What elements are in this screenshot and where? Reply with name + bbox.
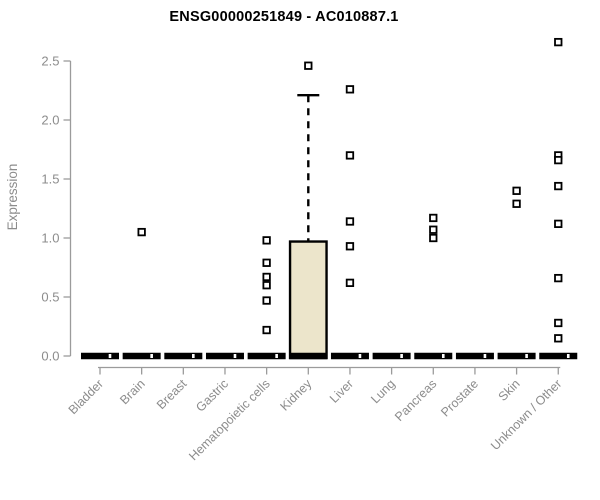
outlier-marker <box>262 281 271 290</box>
outlier-marker <box>345 242 355 251</box>
y-tick-label: 2.0 <box>41 113 59 128</box>
outlier-marker <box>554 155 563 165</box>
zero-outlier-notch <box>566 354 570 358</box>
outlier-marker <box>345 217 355 226</box>
median-bar <box>497 352 536 360</box>
outlier-marker <box>345 278 355 287</box>
zero-outlier-notch <box>108 354 112 358</box>
median-bar <box>205 352 244 360</box>
median-bar <box>247 352 286 360</box>
outlier-marker <box>429 233 438 243</box>
median-bar <box>289 352 328 360</box>
zero-outlier-notch <box>400 354 403 358</box>
outlier-marker <box>554 181 563 191</box>
outlier-marker <box>262 272 271 282</box>
x-category-label: Unknown / Other <box>488 377 564 453</box>
x-category-label: Breast <box>154 376 190 412</box>
outlier-marker <box>262 258 271 267</box>
median-bar <box>122 352 161 360</box>
x-category-label: Kidney <box>277 376 314 413</box>
zero-outlier-notch <box>441 354 445 358</box>
y-tick-label: 2.5 <box>41 54 59 69</box>
box <box>288 240 328 360</box>
outlier-marker <box>345 151 355 160</box>
zero-outlier-notch <box>192 354 195 358</box>
outlier-marker <box>554 219 563 228</box>
outlier-marker <box>554 273 563 283</box>
median-bar <box>164 352 203 360</box>
outlier-marker <box>512 199 521 208</box>
median-bar <box>81 352 119 360</box>
outlier-marker <box>512 186 521 195</box>
zero-outlier-notch <box>525 354 528 358</box>
outlier-marker <box>554 334 563 343</box>
y-tick-label: 1.5 <box>41 172 59 187</box>
x-category-label: Prostate <box>438 377 481 420</box>
median-bar <box>414 352 453 360</box>
zero-outlier-notch <box>483 354 487 358</box>
y-tick-label: 0.5 <box>41 290 59 305</box>
zero-outlier-notch <box>358 354 362 358</box>
median-bar <box>455 352 494 360</box>
y-tick-label: 1.0 <box>41 231 59 246</box>
outlier-marker <box>262 296 271 305</box>
outlier-marker <box>429 225 438 234</box>
x-category-label: Bladder <box>66 377 106 417</box>
zero-outlier-notch <box>233 354 237 358</box>
median-bar <box>330 352 369 360</box>
zero-outlier-notch <box>275 354 278 358</box>
outlier-marker <box>554 37 563 47</box>
median-bar <box>539 352 578 360</box>
y-tick-label: 0.0 <box>41 349 59 364</box>
outlier-marker <box>262 236 271 245</box>
outlier-marker <box>554 318 563 328</box>
outlier-marker <box>262 325 271 335</box>
chart-title: ENSG00000251849 - AC010887.1 <box>169 9 399 25</box>
outlier-marker <box>137 227 146 237</box>
x-category-label: Brain <box>117 377 148 408</box>
median-bar <box>372 352 411 360</box>
x-category-label: Gastric <box>193 377 231 415</box>
outlier-marker <box>304 61 313 70</box>
x-category-label: Lung <box>368 377 398 407</box>
x-category-label: Skin <box>496 377 523 404</box>
x-category-label: Pancreas <box>392 377 439 424</box>
x-category-label: Hematopoietic cells <box>186 377 273 464</box>
outlier-marker <box>345 85 355 94</box>
zero-outlier-notch <box>150 354 153 358</box>
outlier-marker <box>429 213 438 223</box>
x-category-label: Liver <box>327 377 356 406</box>
